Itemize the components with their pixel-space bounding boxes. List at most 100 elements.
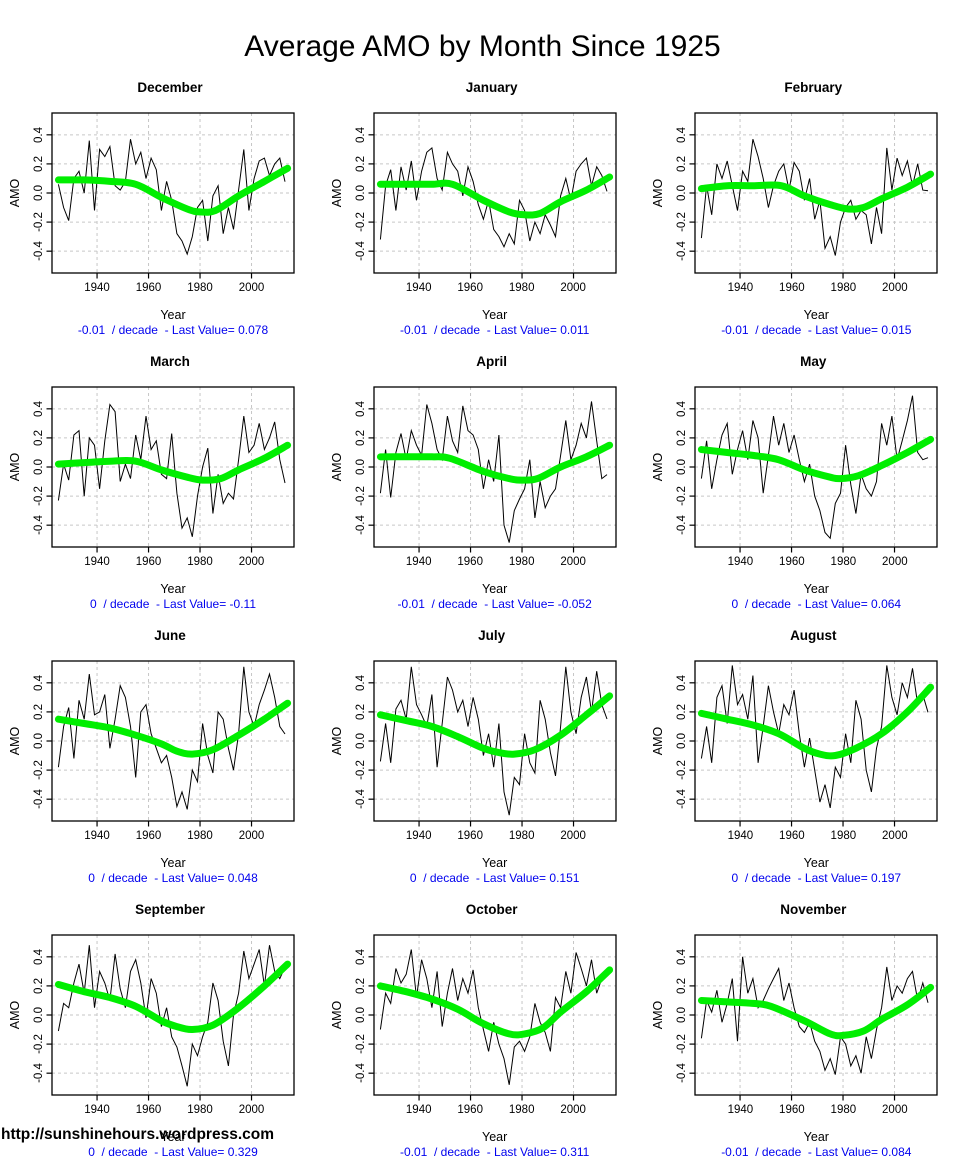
month-title: July <box>478 628 506 643</box>
x-tick-label: 1940 <box>405 282 432 294</box>
x-tick-label: 1960 <box>779 830 805 842</box>
month-title: April <box>476 354 508 369</box>
y-tick-label: 0.2 <box>33 703 45 720</box>
month-title: October <box>465 902 518 917</box>
x-axis-label: Year <box>160 1130 186 1144</box>
y-tick-label: 0.0 <box>33 185 45 201</box>
y-tick-label: 0.0 <box>676 185 689 201</box>
plot-area-august <box>689 660 938 827</box>
trend-line <box>698 435 935 483</box>
x-tick-label: 2000 <box>560 282 586 294</box>
y-tick-label: 0.0 <box>33 459 45 475</box>
y-tick-label: -0.4 <box>354 789 367 810</box>
y-axis-label: AMO <box>8 1000 22 1030</box>
y-tick-label: -0.4 <box>676 515 689 536</box>
trend-line <box>376 173 613 219</box>
y-axis-label: AMO <box>651 178 666 208</box>
x-tick-label: 2000 <box>882 1104 908 1116</box>
site-url-text: http://sunshinehours.wordpress.com <box>1 1126 274 1143</box>
month-panel-august: August -0.4 -0.2 0.0 0.2 0.4 1940 1960 1980 2000 A… <box>643 624 964 898</box>
y-tick-label: -0.4 <box>33 241 45 262</box>
y-tick-label: -0.4 <box>354 1063 367 1084</box>
trend-line <box>376 441 613 484</box>
x-tick-label: 2000 <box>560 1104 586 1116</box>
y-axis-label: AMO <box>8 726 22 756</box>
trend-line <box>54 441 292 484</box>
trend-caption: -0.01 / decade - Last Value= 0.015 <box>721 323 912 337</box>
y-axis-label: AMO <box>651 1000 666 1030</box>
month-title: January <box>465 80 518 95</box>
y-tick-label: 0.0 <box>354 185 367 201</box>
x-tick-label: 1940 <box>727 556 754 568</box>
figure-title: Average AMO by Month Since 1925 <box>244 30 721 63</box>
x-tick-label: 1940 <box>405 556 432 568</box>
y-tick-label: 0.0 <box>676 1007 689 1023</box>
plot-area-july <box>368 660 617 827</box>
month-panel-march: March -0.4 -0.2 0.0 0.2 0.4 1940 1960 1980 2000 AM… <box>0 350 321 624</box>
month-panel-february: February -0.4 -0.2 0.0 0.2 0.4 1940 1960 1980 200… <box>643 76 964 350</box>
month-title: August <box>790 628 837 643</box>
y-tick-label: -0.4 <box>354 515 367 536</box>
trend-caption: 0 / decade - Last Value= 0.329 <box>88 1145 258 1158</box>
plot-area-september <box>46 934 295 1101</box>
x-tick-label: 1940 <box>405 1104 432 1116</box>
y-tick-label: 0.2 <box>354 703 367 720</box>
x-tick-label: 2000 <box>238 556 265 568</box>
x-tick-label: 1940 <box>727 282 754 294</box>
x-tick-label: 1940 <box>84 1104 110 1116</box>
y-axis-label: AMO <box>8 452 22 482</box>
trend-caption: 0 / decade - Last Value= 0.048 <box>88 871 258 885</box>
y-tick-label: -0.2 <box>33 760 45 780</box>
y-tick-label: -0.4 <box>676 241 689 262</box>
month-title: May <box>800 354 827 369</box>
y-tick-label: -0.2 <box>33 486 45 506</box>
y-tick-label: 0.0 <box>354 1007 367 1023</box>
x-tick-label: 1980 <box>187 556 213 568</box>
y-axis-label: AMO <box>8 178 22 208</box>
month-panel-october: October -0.4 -0.2 0.0 0.2 0.4 1940 1960 1980 2000… <box>322 898 643 1158</box>
y-tick-label: 0.0 <box>354 733 367 749</box>
y-tick-label: 0.0 <box>676 733 689 749</box>
y-tick-label: 0.2 <box>676 429 689 446</box>
y-axis-label: AMO <box>329 452 344 482</box>
plot-area-january <box>368 112 617 279</box>
x-tick-label: 1960 <box>135 282 162 294</box>
y-tick-label: 0.4 <box>33 948 45 965</box>
plot-area-may <box>689 386 938 553</box>
y-tick-label: 0.2 <box>676 155 689 172</box>
x-tick-label: 2000 <box>882 830 908 842</box>
x-tick-label: 1980 <box>830 1104 857 1116</box>
x-tick-label: 1940 <box>84 556 110 568</box>
trend-line <box>698 683 935 760</box>
month-panel-january: January -0.4 -0.2 0.0 0.2 0.4 1940 1960 1980 2000… <box>322 76 643 350</box>
x-tick-label: 1980 <box>187 1104 213 1116</box>
month-title: September <box>135 902 205 917</box>
x-tick-label: 1980 <box>187 282 213 294</box>
y-tick-label: 0.4 <box>354 126 367 143</box>
x-tick-label: 1960 <box>135 830 162 842</box>
x-tick-label: 1980 <box>508 1104 535 1116</box>
trend-caption: 0 / decade - Last Value= 0.197 <box>731 871 902 885</box>
y-tick-label: 0.0 <box>354 459 367 475</box>
x-axis-label: Year <box>482 582 508 596</box>
plot-area-february <box>689 112 938 279</box>
y-tick-label: 0.2 <box>354 155 367 172</box>
y-tick-label: 0.4 <box>354 674 367 691</box>
trend-caption: -0.01 / decade - Last Value= 0.078 <box>77 323 269 337</box>
x-axis-label: Year <box>803 582 829 596</box>
y-tick-label: 0.0 <box>33 733 45 749</box>
month-panel-november: November -0.4 -0.2 0.0 0.2 0.4 1940 1960 1980 200… <box>643 898 964 1158</box>
y-tick-label: 0.4 <box>676 674 689 691</box>
x-axis-label: Year <box>160 308 186 322</box>
month-panel-april: April -0.4 -0.2 0.0 0.2 0.4 1940 1960 1980 2000 AM… <box>322 350 643 624</box>
x-tick-label: 1960 <box>457 282 483 294</box>
x-tick-label: 1980 <box>830 556 857 568</box>
x-tick-label: 2000 <box>560 556 586 568</box>
y-tick-label: -0.4 <box>33 789 45 810</box>
trend-caption: -0.01 / decade - Last Value= -0.052 <box>397 597 592 611</box>
x-axis-label: Year <box>482 308 508 322</box>
y-tick-label: 0.2 <box>33 977 45 994</box>
y-tick-label: 0.2 <box>33 429 45 446</box>
trend-line <box>54 960 292 1034</box>
y-tick-label: 0.2 <box>33 155 45 172</box>
